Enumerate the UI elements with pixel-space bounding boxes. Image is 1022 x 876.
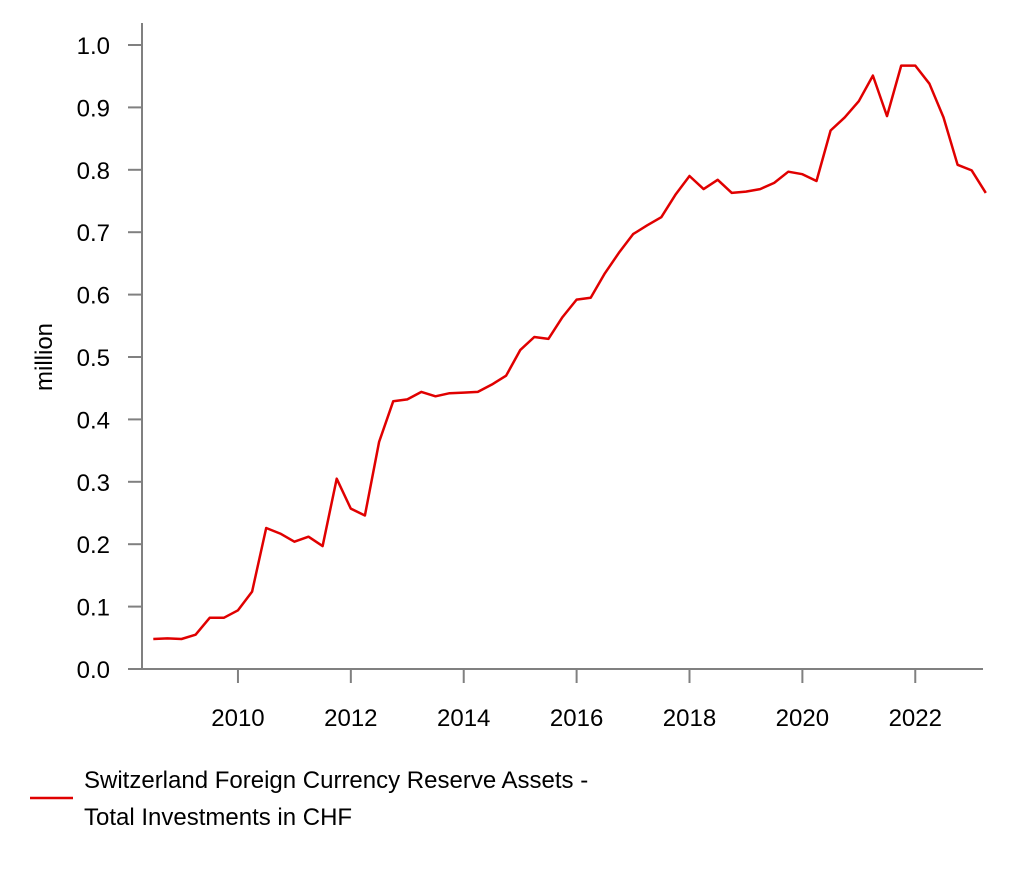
x-tick-label: 2022 xyxy=(889,705,942,732)
y-tick-label: 0.8 xyxy=(77,158,110,185)
x-tick-label: 2010 xyxy=(211,705,264,732)
y-tick-label: 0.6 xyxy=(77,283,110,310)
x-tick-label: 2014 xyxy=(437,705,490,732)
y-tick-label: 1.0 xyxy=(77,33,110,60)
legend-label-line-1: Switzerland Foreign Currency Reserve Ass… xyxy=(84,767,588,794)
series-line xyxy=(153,64,987,641)
x-tick-label: 2018 xyxy=(663,705,716,732)
y-tick-label: 0.7 xyxy=(77,220,110,247)
y-axis-title: million xyxy=(31,323,58,391)
y-tick-label: 0.0 xyxy=(77,657,110,684)
y-tick-label: 0.5 xyxy=(77,345,110,372)
y-tick-label: 0.2 xyxy=(77,532,110,559)
x-tick-label: 2020 xyxy=(776,705,829,732)
y-axis-ticks: 0.0 0.1 0.2 0.3 0.4 0.5 0.6 0.7 0.8 0.9 1.0 xyxy=(77,33,142,684)
x-tick-label: 2012 xyxy=(324,705,377,732)
series-group xyxy=(153,64,987,641)
y-tick-label: 0.3 xyxy=(77,470,110,497)
y-tick-label: 0.9 xyxy=(77,95,110,122)
axes xyxy=(141,23,983,670)
y-tick-label: 0.4 xyxy=(77,407,110,434)
y-tick-label: 0.1 xyxy=(77,595,110,622)
x-axis-ticks: 2010 2012 2014 2016 2018 2020 2022 xyxy=(211,669,942,732)
legend: Switzerland Foreign Currency Reserve Ass… xyxy=(30,767,588,831)
x-tick-label: 2016 xyxy=(550,705,603,732)
legend-label-line-2: Total Investments in CHF xyxy=(84,804,352,831)
